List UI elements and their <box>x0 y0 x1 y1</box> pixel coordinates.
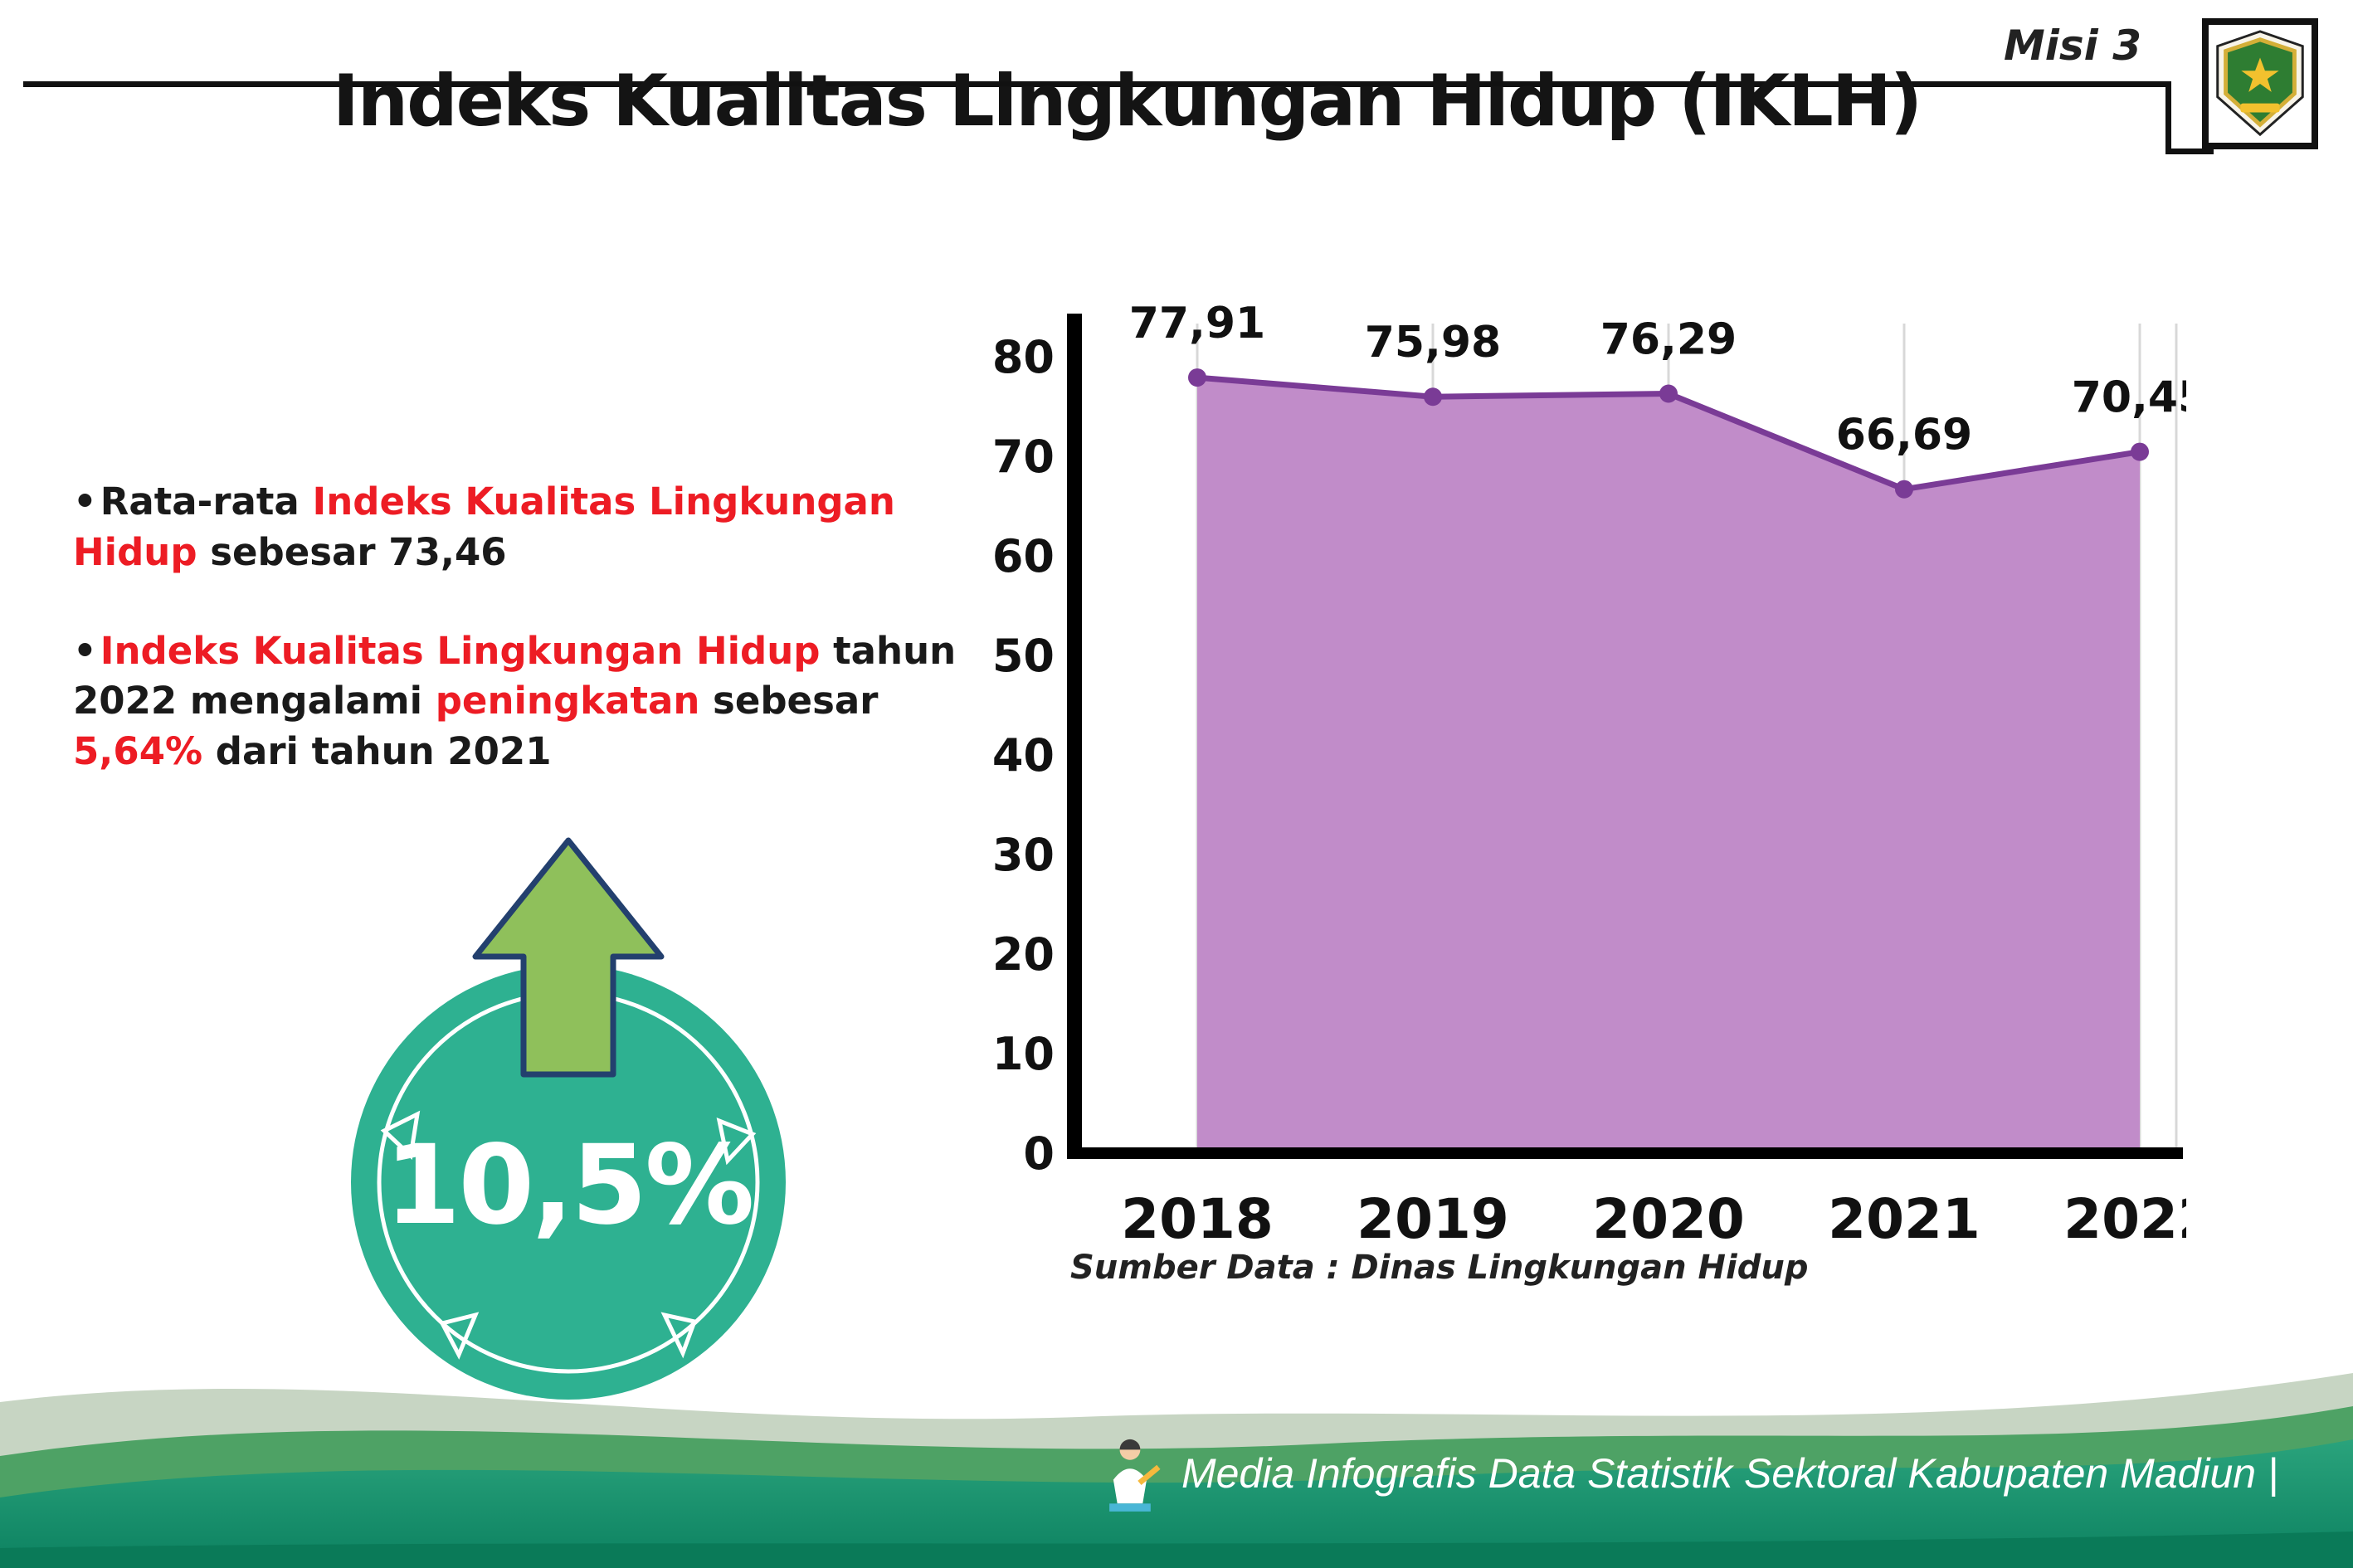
svg-text:30: 30 <box>992 829 1055 881</box>
svg-text:70: 70 <box>992 431 1055 483</box>
kabupaten-madiun-logo <box>2202 18 2318 149</box>
badge-circle <box>351 965 786 1400</box>
summary-bullets: •Rata-rata Indeks Kualitas Lingkungan Hi… <box>73 477 965 825</box>
svg-text:60: 60 <box>992 530 1055 582</box>
svg-text:2018: 2018 <box>1121 1187 1274 1251</box>
svg-text:20: 20 <box>992 928 1055 981</box>
svg-text:0: 0 <box>1023 1127 1055 1180</box>
bullet2-text1: tahun 2022 mengalami <box>73 628 957 723</box>
svg-text:77,91: 77,91 <box>1129 299 1265 348</box>
svg-text:80: 80 <box>992 331 1055 383</box>
iklh-area-chart: 0 10 20 30 40 50 60 70 80 77,91 2018 75,98 2019 76,29… <box>992 299 2186 1251</box>
header-rule <box>23 81 2165 87</box>
svg-text:2020: 2020 <box>1592 1187 1745 1251</box>
svg-text:2019: 2019 <box>1357 1187 1509 1251</box>
svg-text:40: 40 <box>992 729 1055 782</box>
footer-bottom-strip <box>0 1531 2353 1568</box>
svg-text:66,69: 66,69 <box>1836 411 1972 460</box>
svg-text:2022: 2022 <box>2063 1187 2186 1251</box>
bullet2-text2: sebesar <box>699 679 879 723</box>
page-title: Indeks Kualitas Lingkungan Hidup (IKLH) <box>332 60 1922 143</box>
header-rule-corner-horizontal <box>2165 149 2214 154</box>
increase-badge <box>351 837 786 1400</box>
footer-wave-teal <box>0 1439 2353 1568</box>
bullet-marker: • <box>73 480 97 523</box>
svg-text:75,98: 75,98 <box>1365 318 1501 368</box>
increase-percentage: 10,5% <box>384 1122 755 1249</box>
svg-text:70,45: 70,45 <box>2072 373 2186 423</box>
badge-ring-notch-icon <box>380 1110 421 1161</box>
header-rule-corner-vertical <box>2165 81 2171 154</box>
bullet2-highlight2: peningkatan <box>435 679 700 723</box>
bullet-marker: • <box>73 628 97 673</box>
misi-label: Misi 3 <box>2004 22 2141 70</box>
bullet-average-iklh: •Rata-rata Indeks Kualitas Lingkungan Hi… <box>73 477 965 578</box>
mascot-icon <box>1109 1439 1161 1512</box>
bullet1-value: sebesar 73,46 <box>197 529 507 574</box>
bullet-increase-iklh: •Indeks Kualitas Lingkungan Hidup tahun … <box>73 626 965 777</box>
badge-ring-notch-icon <box>439 1312 480 1360</box>
bullet2-text3: dari tahun 2021 <box>202 729 552 773</box>
footer-caption: Media Infografis Data Statistik Sektoral… <box>1181 1450 2278 1497</box>
data-source-caption: Sumber Data : Dinas Lingkungan Hidup <box>1070 1249 1809 1287</box>
svg-text:50: 50 <box>992 630 1055 682</box>
badge-ring-notch-icon <box>716 1117 757 1166</box>
bullet1-text: Rata-rata <box>100 480 313 523</box>
footer-content: Media Infografis Data Statistik Sektoral… <box>1094 1434 2278 1513</box>
up-arrow-icon <box>472 837 665 1078</box>
footer-waves <box>0 1373 2353 1568</box>
bullet2-highlight1: Indeks Kualitas Lingkungan Hidup <box>100 628 821 673</box>
svg-text:76,29: 76,29 <box>1600 315 1737 365</box>
kabupaten-madiun-crest-icon <box>2216 30 2304 137</box>
bullet2-highlight3: 5,64% <box>73 729 203 773</box>
bullet1-highlight: Indeks Kualitas Lingkungan Hidup <box>73 480 895 574</box>
svg-text:10: 10 <box>992 1028 1055 1080</box>
svg-text:2021: 2021 <box>1828 1187 1980 1251</box>
badge-ring-notch-icon <box>660 1312 698 1359</box>
